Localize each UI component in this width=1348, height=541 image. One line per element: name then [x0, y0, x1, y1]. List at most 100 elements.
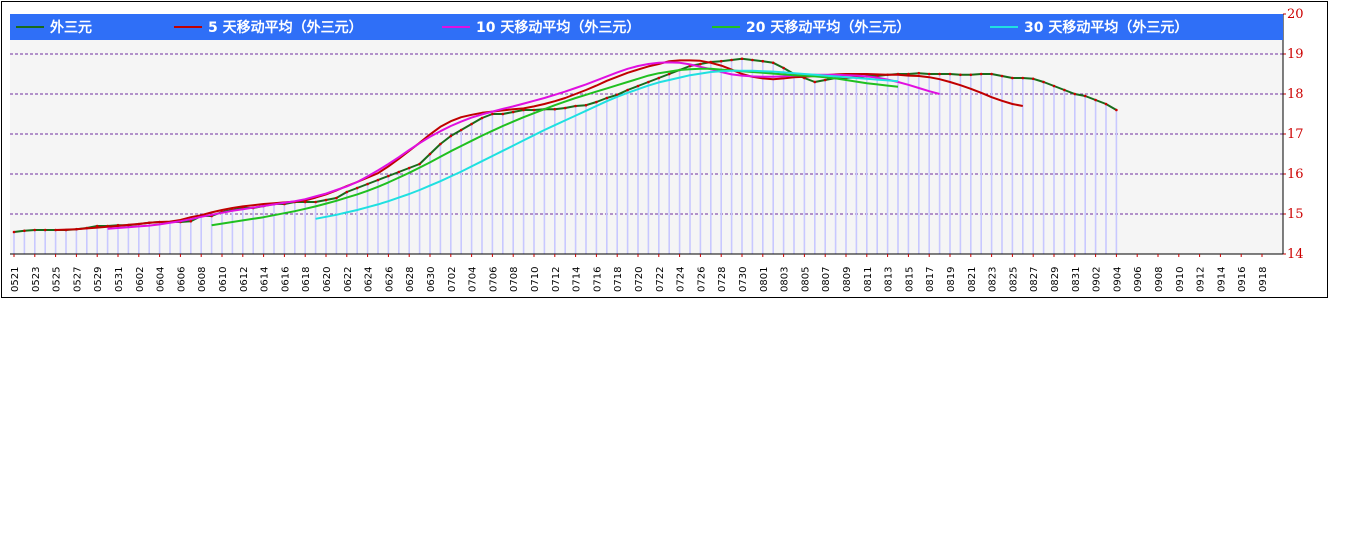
data-point	[532, 108, 536, 112]
legend-label-1: 5 天移动平均（外三元）	[208, 19, 363, 36]
x-tick-label-0807: 0807	[821, 267, 832, 292]
x-tick-label-0819: 0819	[946, 267, 957, 292]
data-point	[335, 196, 338, 200]
x-tick-label-0712: 0712	[551, 267, 562, 292]
x-tick-label-0829: 0829	[1050, 267, 1061, 292]
series-line-1	[55, 59, 1023, 231]
data-point	[1115, 108, 1118, 112]
data-point	[470, 122, 473, 126]
data-point	[459, 128, 463, 132]
data-point	[990, 72, 993, 76]
x-tick-label-0831: 0831	[1071, 267, 1082, 292]
data-point	[407, 166, 411, 170]
x-tick-label-0620: 0620	[322, 267, 333, 292]
x-tick-label-0728: 0728	[717, 267, 728, 292]
data-point	[314, 200, 317, 204]
data-point	[771, 61, 775, 65]
x-tick-label-0616: 0616	[280, 267, 291, 292]
x-tick-label-0811: 0811	[863, 267, 874, 292]
data-point	[761, 59, 765, 63]
x-tick-label-0704: 0704	[468, 267, 479, 292]
x-tick-label-0825: 0825	[1008, 267, 1019, 292]
series-lines	[12, 57, 1118, 234]
data-point	[927, 72, 931, 76]
data-point	[1094, 98, 1097, 102]
data-point	[626, 88, 629, 92]
y-tick-label-18: 18	[1287, 87, 1304, 102]
data-point	[23, 229, 26, 233]
data-point	[1031, 77, 1035, 81]
x-tick-label-0626: 0626	[384, 267, 395, 292]
data-point	[397, 170, 401, 174]
x-tick-label-0527: 0527	[72, 267, 83, 292]
data-point	[43, 228, 47, 232]
data-point	[189, 219, 193, 223]
data-point	[740, 57, 744, 61]
x-tick-label-0714: 0714	[572, 267, 583, 292]
data-point	[480, 116, 484, 120]
y-tick-label-16: 16	[1287, 167, 1304, 182]
data-point	[699, 62, 702, 66]
x-tick-label-0708: 0708	[509, 267, 520, 292]
data-point	[1083, 94, 1087, 98]
data-point	[719, 59, 723, 63]
y-tick-label-17: 17	[1287, 127, 1304, 142]
x-tick-label-0730: 0730	[738, 267, 749, 292]
y-tick-label-14: 14	[1287, 247, 1304, 262]
data-point	[324, 198, 328, 202]
data-point	[428, 152, 432, 156]
data-point	[938, 72, 941, 76]
data-point	[647, 80, 650, 84]
x-tick-label-0722: 0722	[655, 267, 666, 292]
data-point	[418, 162, 421, 166]
x-tick-label-0716: 0716	[592, 267, 603, 292]
data-point	[355, 186, 359, 190]
x-tick-label-0724: 0724	[676, 267, 687, 292]
legend-label-0: 外三元	[50, 19, 92, 36]
x-tick-label-0718: 0718	[613, 267, 624, 292]
x-tick-label-0706: 0706	[488, 267, 499, 292]
data-point	[1000, 74, 1004, 78]
data-point	[636, 84, 640, 88]
x-tick-label-0902: 0902	[1092, 267, 1103, 292]
data-point	[813, 80, 817, 84]
x-tick-label-0614: 0614	[260, 267, 271, 292]
legend-label-4: 30 天移动平均（外三元）	[1024, 19, 1188, 36]
data-point	[33, 228, 37, 232]
legend-label-2: 10 天移动平均（外三元）	[476, 19, 640, 36]
x-tick-label-0904: 0904	[1112, 267, 1123, 292]
legend: 外三元 5 天移动平均（外三元） 10 天移动平均（外三元） 20 天移动平均（外三元…	[10, 14, 1283, 40]
x-tick-label-0602: 0602	[135, 267, 146, 292]
y-tick-label-20: 20	[1287, 7, 1304, 22]
data-point	[782, 66, 785, 70]
data-point	[376, 178, 380, 182]
data-point	[584, 103, 588, 107]
y-tick-label-15: 15	[1287, 207, 1304, 222]
data-point	[823, 78, 827, 82]
data-point	[979, 72, 983, 76]
x-tick-label-0630: 0630	[426, 267, 437, 292]
x-tick-label-0531: 0531	[114, 267, 125, 292]
x-tick-label-0606: 0606	[176, 267, 187, 292]
legend-background	[10, 14, 1283, 40]
data-point	[366, 182, 369, 186]
x-tick-label-0906: 0906	[1133, 267, 1144, 292]
x-tick-label-0914: 0914	[1216, 267, 1227, 292]
data-point	[1021, 76, 1025, 80]
data-point	[917, 71, 921, 75]
data-point	[1011, 76, 1014, 80]
data-point	[667, 72, 671, 76]
x-tick-label-0801: 0801	[759, 267, 770, 292]
x-tick-label-0918: 0918	[1258, 267, 1269, 292]
x-tick-label-0912: 0912	[1196, 267, 1207, 292]
data-point	[1104, 102, 1108, 106]
data-point	[449, 134, 453, 138]
x-tick-label-0702: 0702	[447, 267, 458, 292]
x-tick-label-0604: 0604	[156, 267, 167, 292]
x-tick-label-0720: 0720	[634, 267, 645, 292]
data-point	[511, 110, 515, 114]
data-point	[1052, 84, 1056, 88]
x-tick-label-0817: 0817	[925, 267, 936, 292]
x-tick-label-0710: 0710	[530, 267, 541, 292]
x-tick-label-0916: 0916	[1237, 267, 1248, 292]
